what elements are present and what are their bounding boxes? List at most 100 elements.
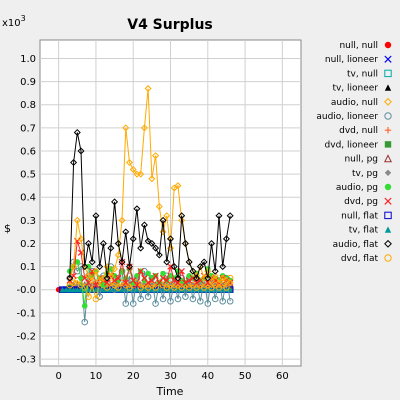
data-point bbox=[189, 295, 197, 303]
data-point bbox=[137, 267, 144, 275]
legend-label: dvd, null bbox=[339, 126, 378, 136]
data-point bbox=[174, 279, 182, 286]
data-point bbox=[166, 244, 175, 252]
data-point bbox=[129, 235, 137, 243]
legend-item: dvd, flat bbox=[341, 254, 392, 264]
data-point bbox=[100, 282, 107, 288]
legend-label: null, pg bbox=[344, 155, 378, 165]
data-point bbox=[107, 244, 115, 252]
data-point bbox=[193, 279, 200, 286]
series-audio-flat bbox=[66, 128, 234, 282]
legend-item: null, pg bbox=[344, 154, 393, 165]
data-point bbox=[208, 239, 216, 247]
data-point bbox=[122, 124, 130, 132]
x-tick-label: 60 bbox=[276, 371, 289, 382]
data-point bbox=[384, 112, 392, 120]
y-multiplier-exp: 3 bbox=[21, 14, 26, 23]
legend-item: dvd, lioneer bbox=[325, 140, 392, 150]
x-tick-label: 0 bbox=[55, 371, 61, 382]
data-point bbox=[163, 212, 171, 220]
data-point bbox=[140, 124, 148, 132]
data-point bbox=[163, 277, 170, 284]
legend-item: audio, null bbox=[331, 98, 392, 108]
y-axis-ticks: -0.3 -0.2 -0.1 -0.0 0.1 0.2 0.3 0.4 0.5 0.6 0.7 0.8… bbox=[16, 54, 36, 366]
data-point bbox=[178, 212, 186, 220]
legend-item: null, lioneer bbox=[325, 55, 392, 65]
chart-title: V4 Surplus bbox=[127, 17, 213, 33]
y-tick-label: 0.9 bbox=[20, 77, 36, 88]
data-point bbox=[152, 244, 160, 252]
data-point bbox=[115, 274, 122, 282]
data-point bbox=[166, 235, 175, 243]
data-point bbox=[223, 284, 230, 291]
legend-label: audio, flat bbox=[333, 240, 379, 250]
legend-label: audio, lioneer bbox=[316, 112, 378, 122]
legend-label: tv, pg bbox=[352, 169, 378, 179]
legend-label: audio, null bbox=[331, 98, 378, 108]
y-axis-label: $ bbox=[4, 222, 11, 235]
data-point bbox=[140, 221, 148, 229]
y-tick-label: 0.3 bbox=[20, 216, 36, 227]
x-tick-label: 10 bbox=[90, 371, 103, 382]
data-point bbox=[159, 228, 167, 236]
data-point bbox=[215, 279, 223, 287]
data-point bbox=[384, 211, 392, 220]
data-point bbox=[226, 212, 234, 220]
data-point bbox=[189, 267, 197, 275]
data-point bbox=[152, 300, 159, 307]
data-point bbox=[70, 159, 78, 167]
data-point bbox=[133, 281, 141, 289]
data-point bbox=[197, 297, 204, 305]
data-point bbox=[122, 300, 130, 307]
data-point bbox=[384, 169, 392, 176]
data-point bbox=[384, 239, 392, 248]
legend-label: tv, lioneer bbox=[332, 84, 378, 94]
data-point bbox=[174, 274, 182, 282]
legend-label: null, flat bbox=[341, 211, 378, 221]
data-point bbox=[88, 281, 96, 289]
data-point bbox=[226, 279, 234, 287]
data-point bbox=[384, 141, 392, 148]
series-dvd-flat bbox=[66, 274, 234, 303]
legend-item: audio, lioneer bbox=[316, 112, 392, 122]
x-tick-label: 20 bbox=[127, 371, 140, 382]
data-point bbox=[77, 235, 85, 243]
data-point bbox=[125, 159, 133, 167]
data-point bbox=[384, 55, 392, 63]
data-point bbox=[384, 197, 392, 205]
data-point bbox=[159, 274, 167, 282]
y-tick-label: 0.2 bbox=[20, 239, 36, 250]
x-axis-label: Time bbox=[156, 385, 184, 398]
data-point bbox=[185, 258, 193, 266]
data-point bbox=[185, 277, 193, 284]
legend-label: null, lioneer bbox=[325, 55, 378, 65]
data-point bbox=[219, 263, 227, 271]
data-point bbox=[81, 303, 88, 309]
legend-item: tv, pg bbox=[352, 169, 392, 179]
data-point bbox=[96, 263, 104, 271]
data-point bbox=[84, 272, 92, 280]
data-point bbox=[211, 267, 219, 275]
legend-item: tv, lioneer bbox=[332, 84, 392, 94]
data-point bbox=[129, 277, 137, 284]
series-layer bbox=[55, 85, 234, 326]
data-point bbox=[152, 152, 160, 160]
legend-item: null, null bbox=[339, 41, 392, 51]
data-point bbox=[88, 267, 96, 275]
data-point bbox=[384, 84, 392, 91]
data-point bbox=[152, 272, 159, 280]
data-point bbox=[118, 258, 126, 266]
data-point bbox=[92, 281, 100, 289]
y-tick-label: 0.4 bbox=[20, 193, 36, 204]
data-point bbox=[59, 286, 66, 293]
data-point bbox=[74, 286, 81, 293]
data-point bbox=[170, 263, 178, 271]
data-point bbox=[92, 212, 100, 220]
x-tick-label: 30 bbox=[164, 371, 177, 382]
data-point bbox=[88, 258, 96, 266]
data-point bbox=[111, 273, 118, 279]
data-point bbox=[193, 274, 201, 282]
data-point bbox=[211, 295, 219, 303]
legend-label: tv, flat bbox=[349, 226, 379, 236]
